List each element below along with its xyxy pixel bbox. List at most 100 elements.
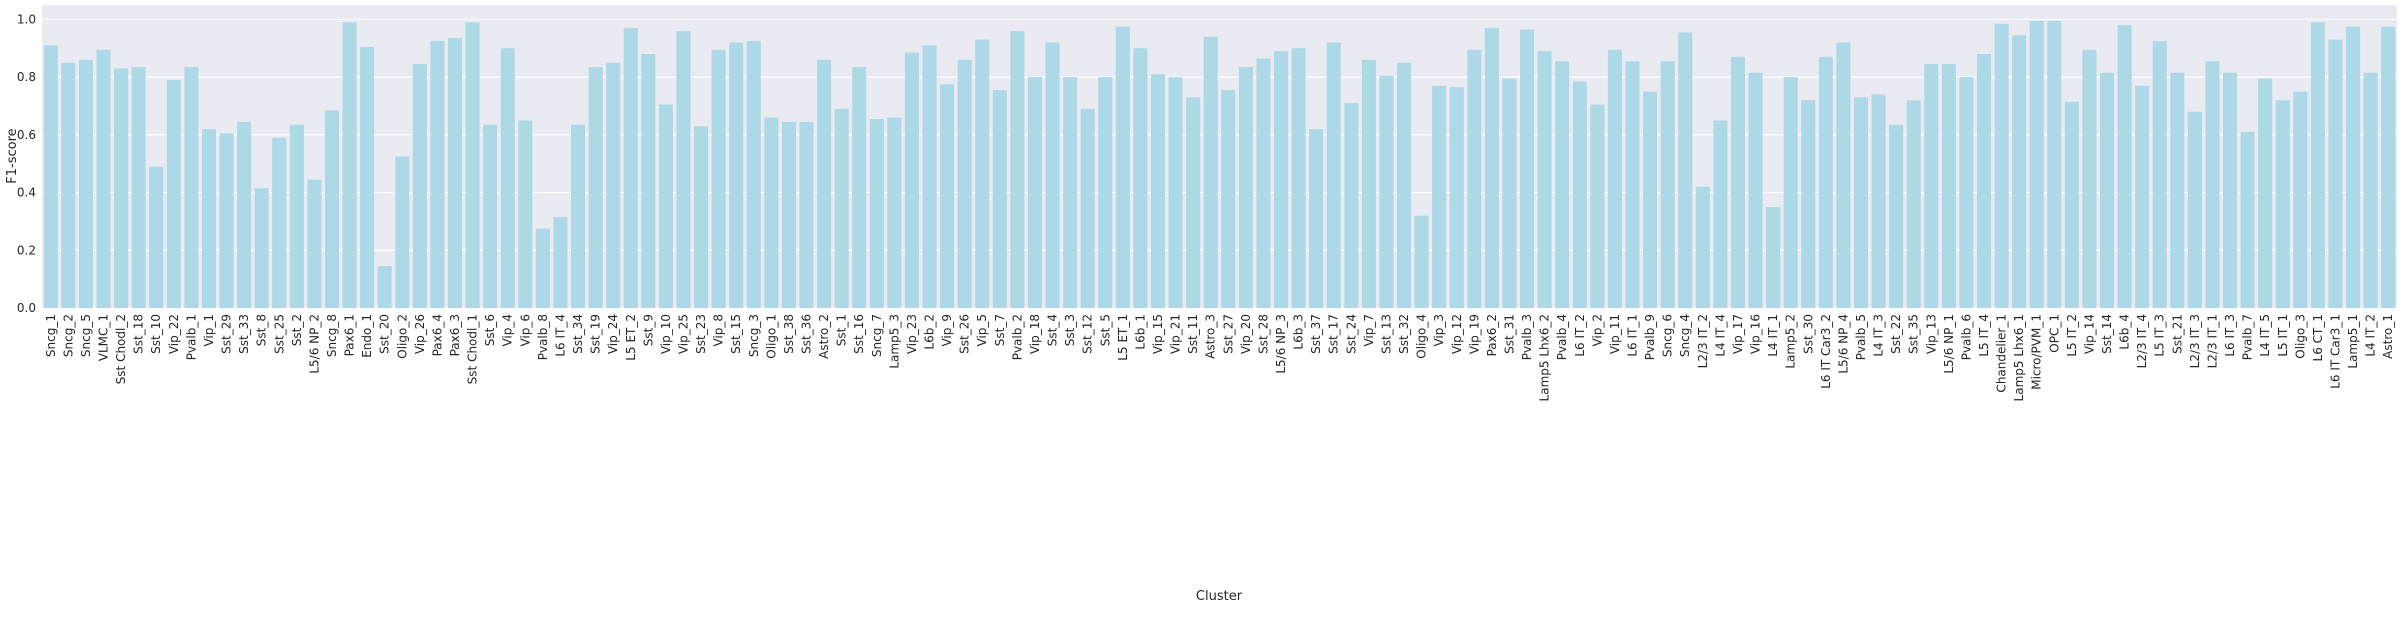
x-tick-label: Sst_16 (852, 314, 866, 354)
bar (1941, 64, 1956, 309)
x-tick-label: Vip_2 (1590, 314, 1604, 347)
x-tick-label: Sst_6 (483, 314, 497, 346)
bar (641, 54, 656, 308)
bar (1713, 120, 1728, 308)
bar (1449, 87, 1464, 308)
bar (1150, 74, 1166, 308)
x-tick-label: Astro_1 (2381, 314, 2395, 359)
x-tick-label: Sst_5 (1098, 314, 1112, 346)
x-tick-label: Vip_19 (1467, 314, 1481, 354)
bar (1836, 42, 1851, 309)
bar (852, 67, 867, 309)
bar (869, 118, 884, 308)
x-tick-label: L6 CT_1 (2311, 314, 2325, 361)
bar (78, 59, 93, 309)
bar (96, 49, 111, 308)
x-tick-label: Sst_10 (149, 314, 163, 354)
x-tick-label: Sst_2 (290, 314, 304, 346)
bar (184, 67, 199, 309)
bar (1291, 48, 1306, 309)
bar (658, 104, 673, 308)
x-tick-label: Sst_25 (272, 314, 286, 354)
bar (1484, 28, 1499, 308)
x-tick-label: Astro_3 (1204, 314, 1218, 359)
bar (570, 124, 586, 308)
x-tick-label: Sst_34 (571, 314, 585, 354)
x-tick-label: Sncg_4 (1678, 314, 1692, 357)
bar (711, 49, 726, 308)
x-tick-label: Sst_1 (835, 314, 849, 346)
bar (834, 108, 849, 308)
x-tick-label: Oligo_2 (395, 314, 409, 359)
x-tick-label: L2/3 IT_3 (2188, 314, 2202, 368)
bar (2099, 72, 2115, 308)
x-tick-label: L4 IT_4 (1713, 314, 1727, 357)
bar (764, 117, 779, 309)
bar (799, 121, 814, 308)
x-tick-label: Vip_8 (712, 314, 726, 347)
bar (2293, 91, 2308, 308)
x-tick-label: Vip_20 (1239, 314, 1253, 354)
bar (377, 266, 392, 308)
x-tick-label: L6 IT_4 (553, 314, 567, 357)
x-tick-label: Pvalb_8 (536, 314, 550, 360)
x-tick-label: L5 ET_2 (624, 314, 638, 361)
x-tick-label: L5/6 NP_3 (1274, 314, 1288, 374)
bar (412, 64, 427, 309)
x-tick-label: Sst_30 (1801, 314, 1815, 354)
bar (746, 41, 761, 308)
y-tick-label: 0.0 (17, 301, 36, 315)
x-tick-label: Sst_14 (2100, 314, 2114, 354)
bar (694, 126, 709, 308)
bar (289, 124, 304, 308)
x-tick-label: Vip_10 (659, 314, 673, 354)
x-tick-label: Sst_3 (1063, 314, 1077, 346)
x-tick-label: Sst Chodl_1 (466, 314, 480, 384)
bar (1238, 67, 1253, 309)
x-tick-label: Vip_5 (975, 314, 989, 347)
x-tick-label: Sst_8 (255, 314, 269, 346)
y-tick-label: 0.2 (17, 243, 36, 257)
x-tick-label: L6 IT_3 (2223, 314, 2237, 357)
y-axis-label: F1-score (5, 128, 20, 183)
bar (1871, 94, 1886, 308)
bar (254, 188, 269, 308)
x-tick-label: Vip_24 (606, 314, 620, 354)
x-tick-label: Sst_18 (132, 314, 146, 354)
bar (1801, 100, 1816, 308)
bar (500, 48, 515, 309)
bar (904, 52, 919, 308)
bar (1080, 108, 1095, 308)
bar (1572, 81, 1587, 308)
x-tick-label: Sst Chodl_2 (114, 314, 128, 384)
x-tick-label: Pvalb_3 (1520, 314, 1534, 360)
x-tick-label: L4 IT_5 (2258, 314, 2272, 357)
bar (2012, 35, 2027, 309)
bar (114, 68, 129, 308)
bar (2275, 100, 2290, 308)
bar (1397, 62, 1412, 308)
x-tick-label: Vip_17 (1731, 314, 1745, 354)
x-tick-label: L2/3 IT_2 (1696, 314, 1710, 368)
x-tick-label: L5/6 NP_1 (1942, 314, 1956, 374)
x-tick-label: Sst_24 (1344, 314, 1358, 354)
x-tick-label: L4 IT_2 (2364, 314, 2378, 357)
bar (360, 46, 375, 308)
bar (1186, 97, 1201, 308)
x-tick-label: Sncg_1 (44, 314, 58, 357)
x-tick-label: Pvalb_5 (1854, 314, 1868, 360)
bar (1537, 51, 1552, 309)
x-tick-label: Sst_21 (2170, 314, 2184, 354)
x-tick-label: Vip_22 (167, 314, 181, 354)
x-tick-label: L6 IT Car3_2 (1819, 314, 1833, 389)
bar (1818, 56, 1833, 308)
bar (535, 228, 550, 308)
x-tick-label: VLMC_1 (97, 314, 111, 361)
y-tick-label: 1.0 (17, 12, 36, 26)
x-tick-label: Pax6_1 (343, 314, 357, 356)
bar (219, 133, 234, 308)
bar (1432, 85, 1447, 308)
x-tick-label: Sst_28 (1256, 314, 1270, 354)
bar (149, 166, 164, 308)
bar (588, 67, 603, 309)
